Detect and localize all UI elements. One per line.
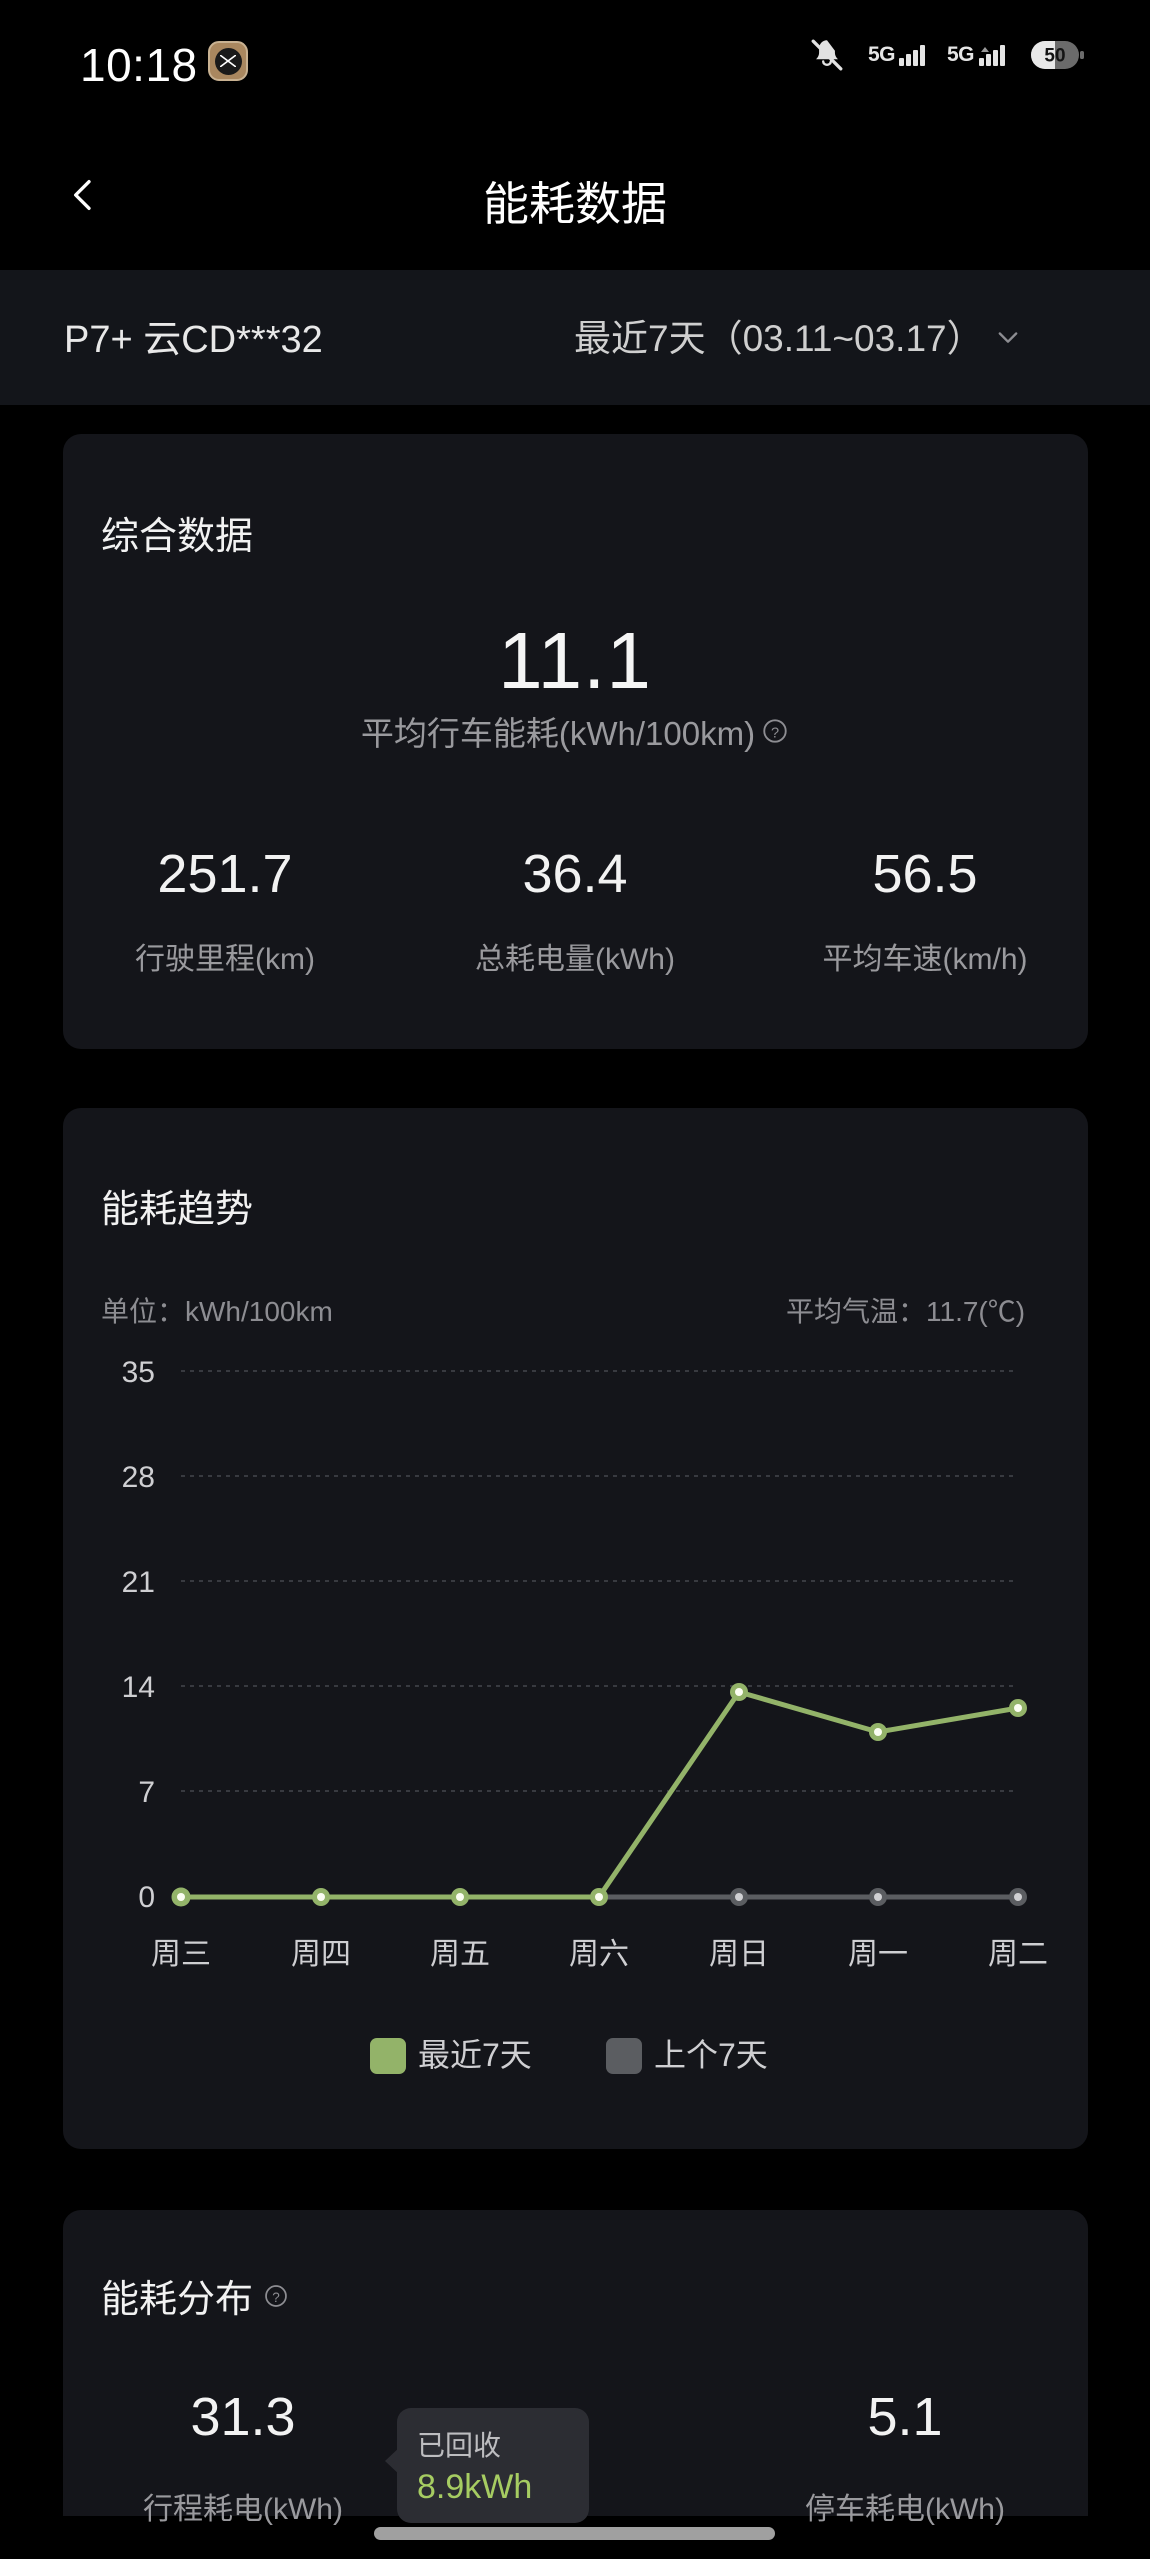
svg-text:28: 28 — [122, 1461, 155, 1494]
svg-text:周二: 周二 — [988, 1938, 1048, 1971]
svg-text:周六: 周六 — [569, 1938, 629, 1971]
svg-text:14: 14 — [122, 1671, 155, 1704]
svg-text:最近7天: 最近7天 — [418, 2037, 532, 2073]
svg-text:周五: 周五 — [430, 1938, 490, 1971]
svg-text:?: ? — [272, 2289, 280, 2304]
svg-text:21: 21 — [122, 1566, 155, 1599]
svg-text:0: 0 — [138, 1881, 155, 1914]
svg-text:周日: 周日 — [709, 1938, 769, 1971]
svg-text:35: 35 — [122, 1356, 155, 1389]
svg-text:7: 7 — [138, 1776, 155, 1809]
svg-text:周四: 周四 — [291, 1938, 351, 1971]
svg-text:周一: 周一 — [848, 1938, 908, 1971]
svg-text:周三: 周三 — [151, 1938, 211, 1971]
svg-text:上个7天: 上个7天 — [654, 2037, 768, 2073]
